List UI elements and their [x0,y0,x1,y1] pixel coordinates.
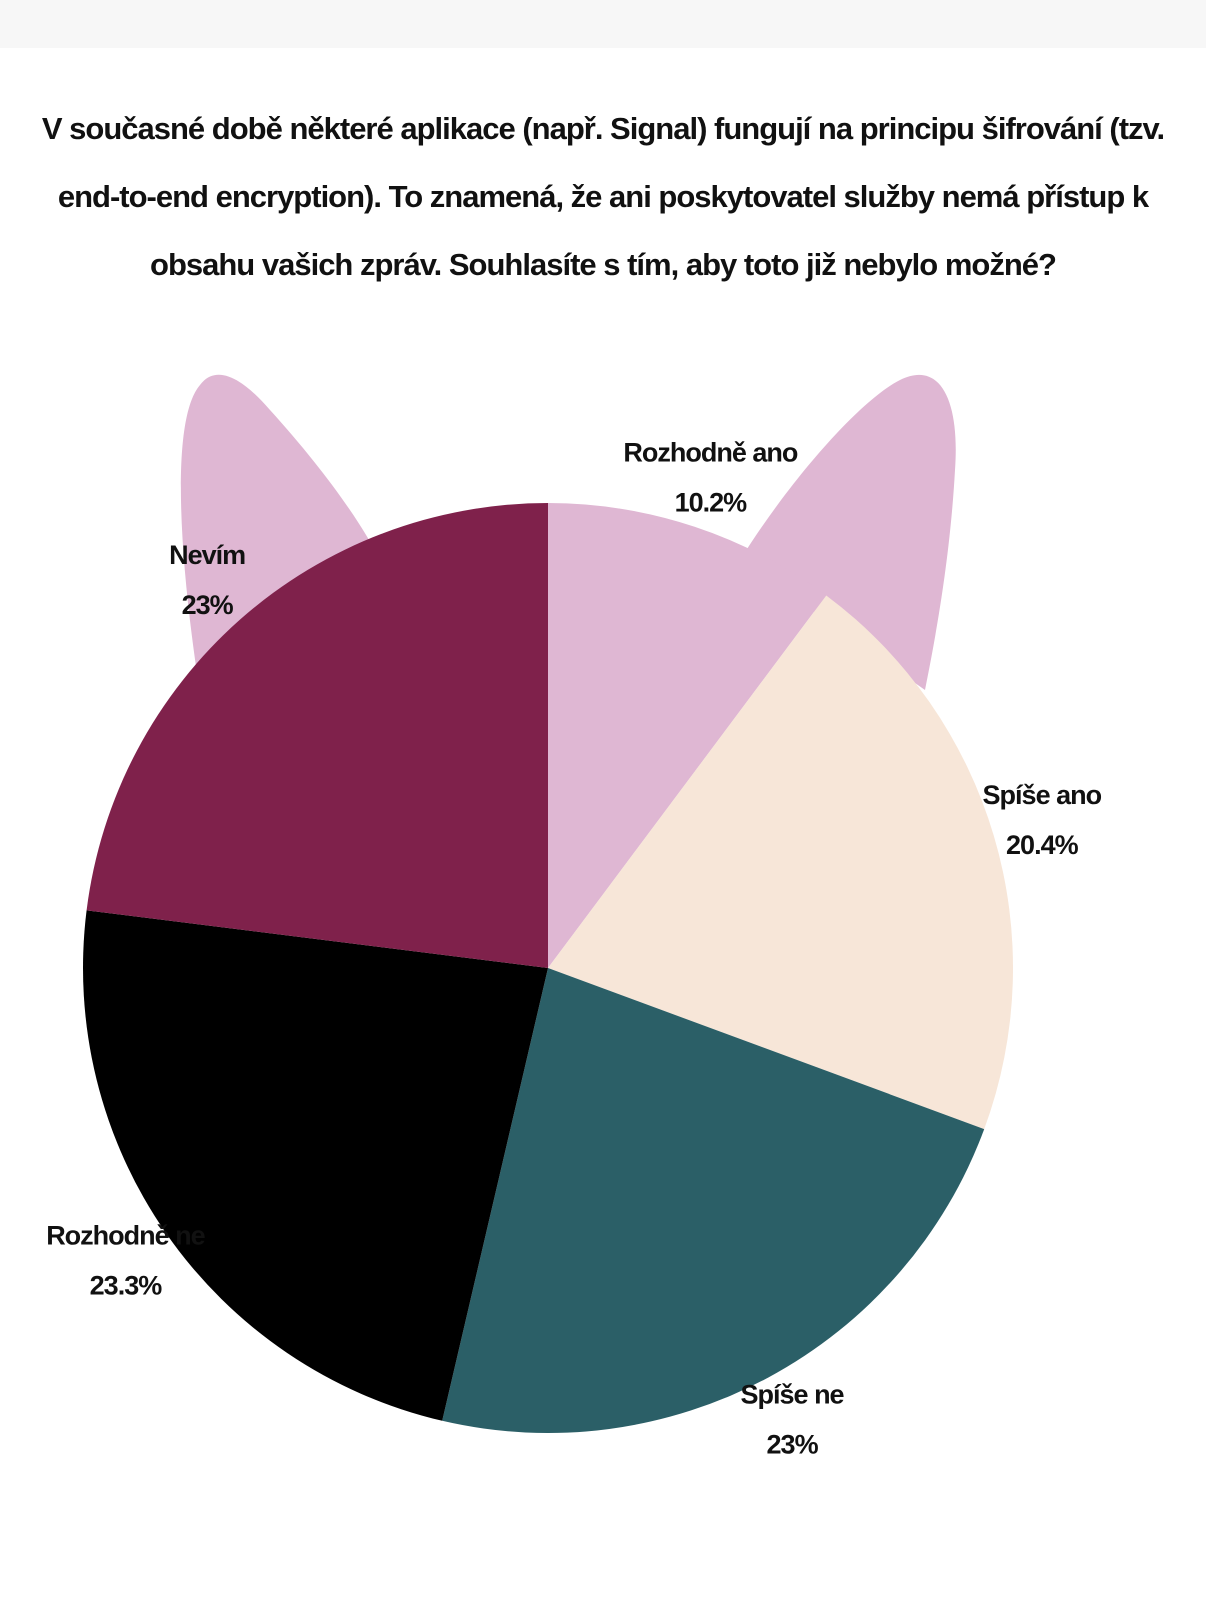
slice-value-label: 23% [182,590,234,620]
pie-slice [548,595,1014,1130]
slice-label: Spíše ne [741,1380,845,1410]
slice-label: Nevím [169,540,245,570]
slice-value-label: 23% [767,1430,819,1460]
pie-slice [82,910,548,1421]
right-ear [740,374,956,690]
pie-slice [86,503,549,968]
slice-label: Rozhodně ano [623,437,797,467]
slice-value-label: 10.2% [675,487,748,517]
slice-value-label: 20.4% [1006,830,1079,860]
slice-label: Rozhodně ne [46,1221,205,1251]
chart-title: V současné době některé aplikace (např. … [41,111,1165,282]
pie-slice [442,968,985,1434]
top-bar [0,0,1206,48]
pie-slice [548,503,827,968]
slice-value-label: 23.3% [90,1271,163,1301]
left-ear [180,374,380,680]
slice-label: Spíše ano [983,780,1102,810]
pie [82,503,1014,1434]
